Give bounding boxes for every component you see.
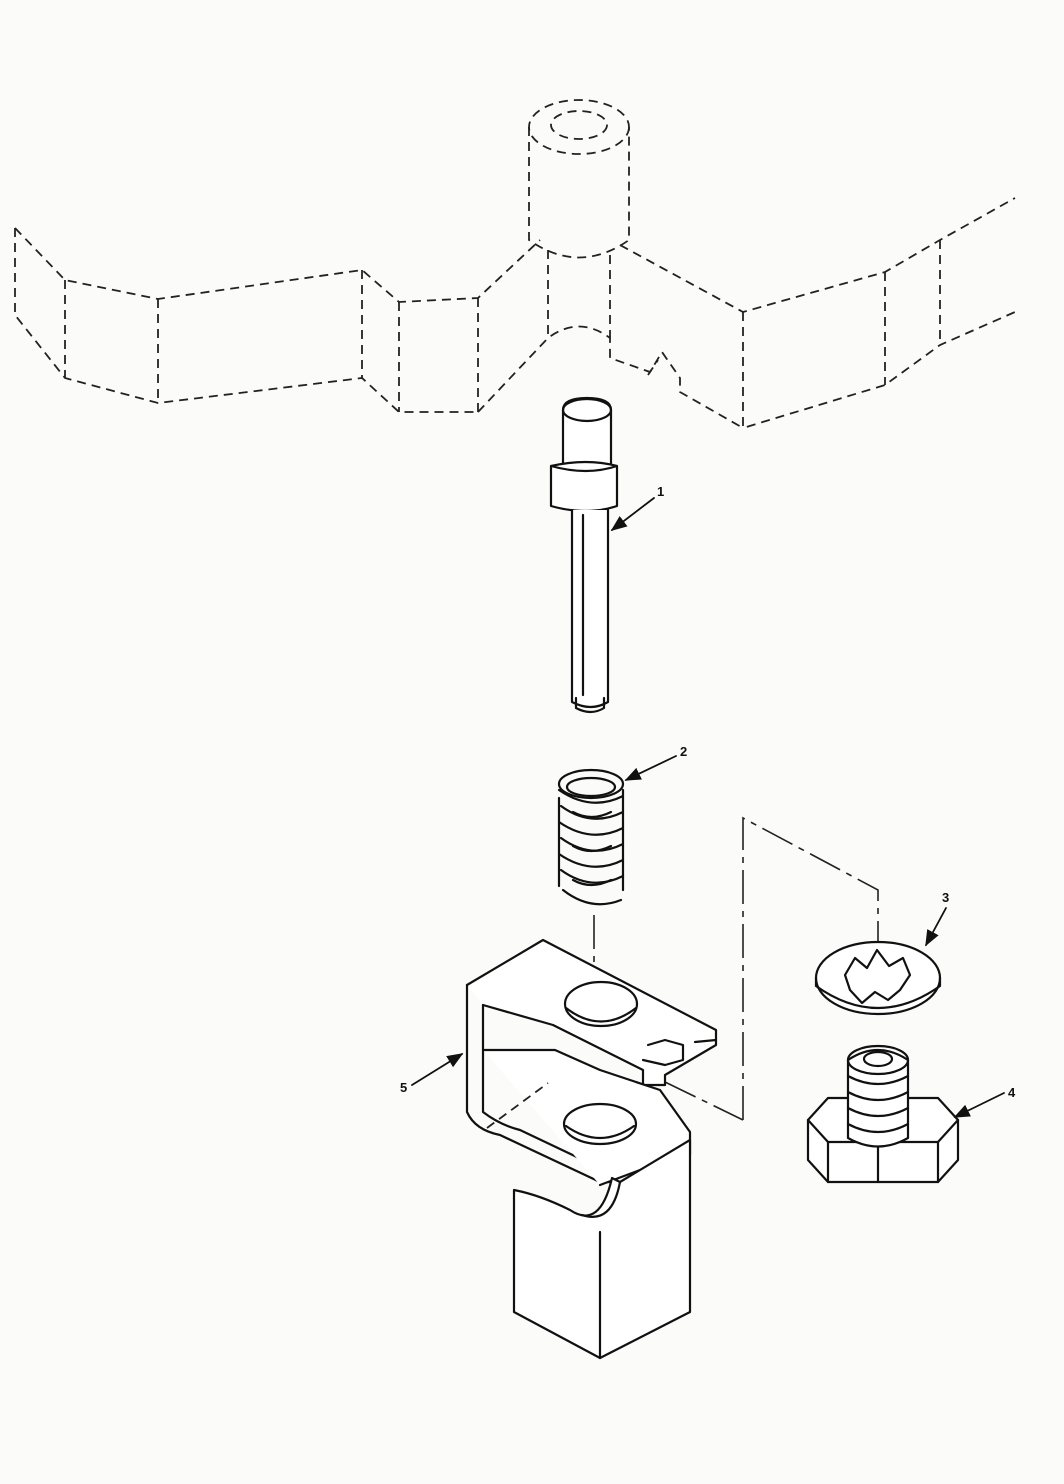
callout-4: 4 bbox=[953, 1085, 1016, 1118]
screw-entry-line bbox=[664, 1081, 744, 1121]
lock-washer bbox=[814, 940, 942, 1016]
hex-head-screw bbox=[806, 1044, 960, 1184]
spring-bracket bbox=[465, 938, 718, 1360]
callout-2-label: 2 bbox=[680, 744, 687, 759]
coil-spring bbox=[557, 768, 625, 906]
callout-1: 1 bbox=[610, 484, 664, 531]
callout-5: 5 bbox=[400, 1053, 464, 1095]
callout-4-label: 4 bbox=[1008, 1085, 1016, 1100]
callout-2: 2 bbox=[624, 744, 687, 781]
callout-1-label: 1 bbox=[657, 484, 664, 499]
screw-axis-line bbox=[742, 816, 879, 1120]
callout-3-label: 3 bbox=[942, 890, 949, 905]
housing-outline bbox=[14, 99, 1016, 430]
callout-3: 3 bbox=[925, 890, 949, 947]
callout-5-label: 5 bbox=[400, 1080, 407, 1095]
plunger-pin bbox=[549, 396, 619, 714]
